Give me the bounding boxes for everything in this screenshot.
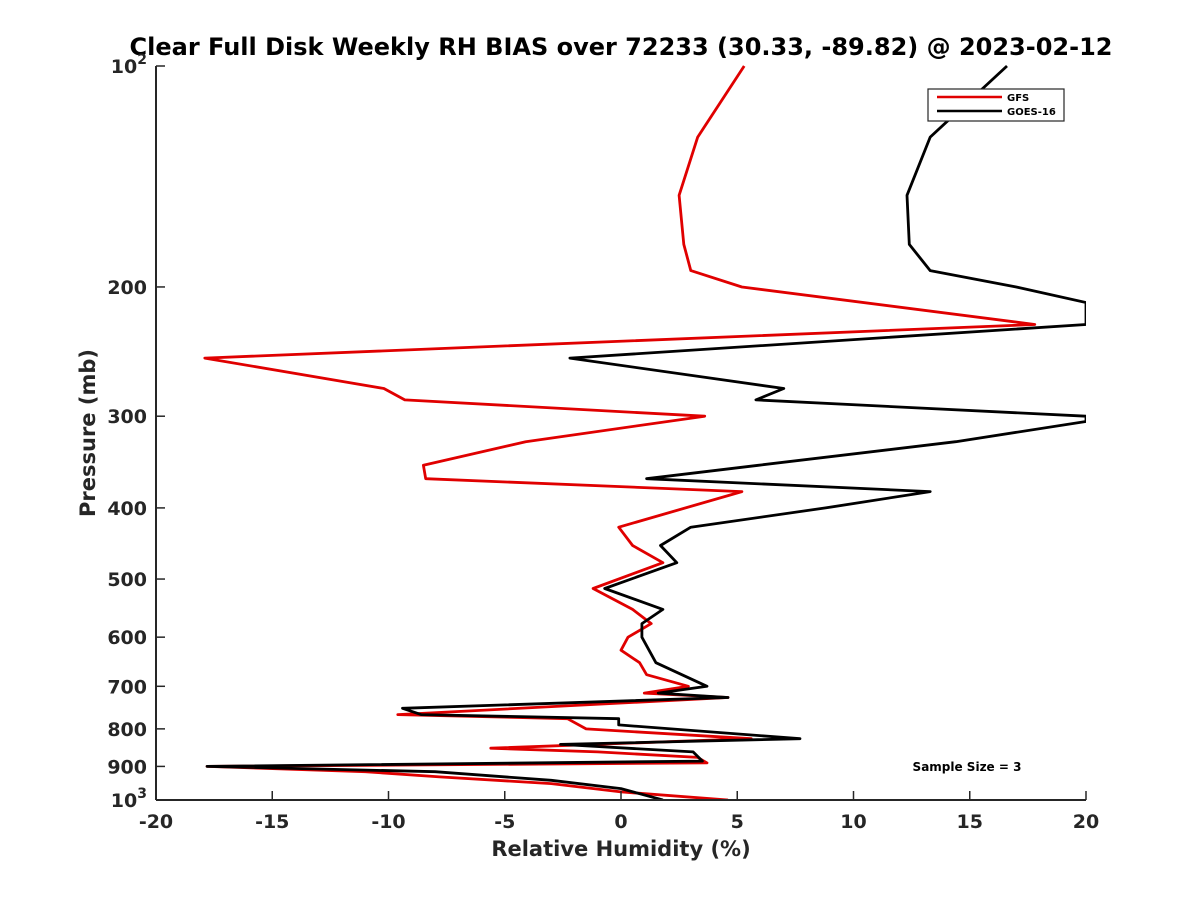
y-tick-label: 500 bbox=[107, 569, 147, 591]
x-axis-label: Relative Humidity (%) bbox=[491, 837, 750, 861]
axes bbox=[155, 65, 1087, 801]
y-tick-label: 200 bbox=[107, 277, 147, 299]
chart-title: Clear Full Disk Weekly RH BIAS over 7223… bbox=[130, 33, 1113, 61]
y-tick-label: 800 bbox=[107, 719, 147, 741]
legend-box bbox=[927, 88, 1065, 122]
series-lines bbox=[203, 64, 1086, 800]
x-tick-label: 15 bbox=[957, 811, 983, 833]
x-tick-label: 0 bbox=[614, 811, 627, 833]
series-line-goes-16 bbox=[205, 64, 1086, 800]
y-tick-label: 103 bbox=[111, 786, 147, 812]
x-tick-label: -5 bbox=[494, 811, 515, 833]
x-tick-label: 5 bbox=[731, 811, 744, 833]
x-tick-labels: -20 -15 -10 -5 0 5 10 15 20 bbox=[139, 811, 1099, 833]
y-tick-label: 700 bbox=[107, 676, 147, 698]
y-tick-label: 102 bbox=[111, 52, 147, 78]
y-tick-labels: 102 200 300 400 500 600 700 800 900 103 bbox=[107, 52, 147, 812]
x-tick-label: 20 bbox=[1073, 811, 1099, 833]
legend-label-goes-16: GOES-16 bbox=[1007, 107, 1056, 118]
y-tick-label: 300 bbox=[107, 406, 147, 428]
y-tick-label: 400 bbox=[107, 498, 147, 520]
x-tick-label: -10 bbox=[371, 811, 405, 833]
y-axis-label: Pressure (mb) bbox=[76, 349, 100, 517]
legend-label-gfs: GFS bbox=[1007, 93, 1029, 104]
sample-size-annotation: Sample Size = 3 bbox=[913, 760, 1022, 774]
series-line-gfs bbox=[203, 65, 1037, 800]
x-tick-label: 10 bbox=[840, 811, 866, 833]
x-tick-label: -15 bbox=[255, 811, 289, 833]
y-tick-label: 900 bbox=[107, 756, 147, 778]
legend: GFS GOES-16 bbox=[927, 88, 1065, 122]
y-tick-label: 600 bbox=[107, 627, 147, 649]
x-tick-label: -20 bbox=[139, 811, 173, 833]
